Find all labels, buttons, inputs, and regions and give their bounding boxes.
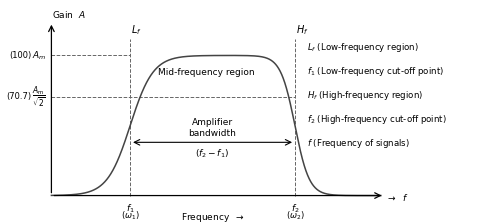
Text: $f$ (Frequency of signals): $f$ (Frequency of signals): [308, 137, 410, 150]
Text: $(f_2-f_1)$: $(f_2-f_1)$: [195, 148, 229, 160]
Text: $(\omega_1)$: $(\omega_1)$: [121, 210, 139, 222]
Text: Frequency  $\rightarrow$: Frequency $\rightarrow$: [181, 211, 244, 223]
Text: $A_m$: $A_m$: [32, 49, 46, 62]
Text: $(\omega_2)$: $(\omega_2)$: [285, 210, 304, 222]
Text: $H_f$ (High-frequency region): $H_f$ (High-frequency region): [308, 89, 424, 102]
Text: Gain  $A$: Gain $A$: [52, 9, 86, 21]
Text: $\rightarrow$  $f$: $\rightarrow$ $f$: [386, 192, 409, 203]
Text: Mid-frequency region: Mid-frequency region: [158, 68, 255, 77]
Text: $H_f$: $H_f$: [296, 23, 309, 37]
Text: Amplifier
bandwidth: Amplifier bandwidth: [189, 118, 237, 138]
Text: $f_2$: $f_2$: [291, 202, 299, 215]
Text: $L_f$: $L_f$: [131, 23, 142, 37]
Text: $f_1$ (Low-frequency cut-off point): $f_1$ (Low-frequency cut-off point): [308, 65, 445, 78]
Text: (100): (100): [9, 51, 32, 60]
Text: $\dfrac{A_{\rm m}}{\sqrt{2}}$: $\dfrac{A_{\rm m}}{\sqrt{2}}$: [32, 84, 46, 109]
Text: $f_1$: $f_1$: [126, 202, 135, 215]
Text: $f_2$ (High-frequency cut-off point): $f_2$ (High-frequency cut-off point): [308, 113, 447, 126]
Text: (70.7): (70.7): [7, 92, 32, 101]
Text: $L_f$ (Low-frequency region): $L_f$ (Low-frequency region): [308, 41, 419, 54]
